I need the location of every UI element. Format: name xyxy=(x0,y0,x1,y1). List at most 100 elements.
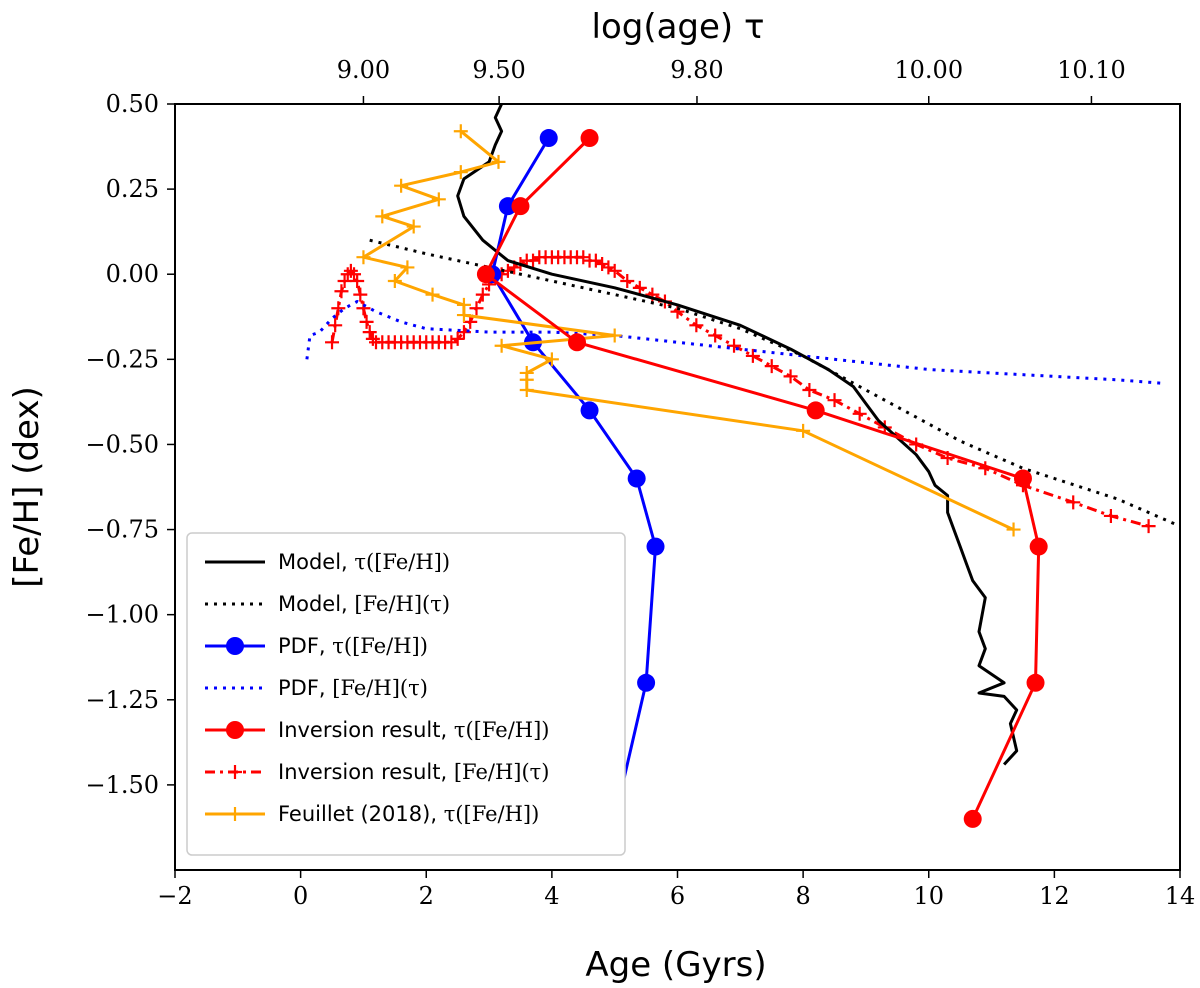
series-5 xyxy=(325,250,1156,534)
data-point xyxy=(1013,469,1032,488)
data-point xyxy=(453,165,468,180)
data-point xyxy=(362,325,377,340)
data-point xyxy=(356,250,371,265)
data-point xyxy=(708,328,723,343)
data-point xyxy=(491,154,506,169)
data-point xyxy=(519,382,534,397)
data-point xyxy=(444,335,459,350)
data-point xyxy=(637,673,656,692)
x-tick-label: 0 xyxy=(293,882,308,910)
data-point xyxy=(365,331,380,346)
x-axis-title: Age (Gyrs) xyxy=(585,945,766,985)
y-axis-ticks: 0.50 0.25 0.00 −0.25 −0.50 −0.75 −1.00 −1.25 −1.… xyxy=(85,90,175,799)
data-point xyxy=(595,257,610,272)
data-point xyxy=(806,401,825,420)
data-point xyxy=(328,318,343,333)
x-tick-label: 14 xyxy=(1165,882,1196,910)
data-point xyxy=(1141,519,1156,534)
x-axis-ticks: −2 0 2 4 6 8 10 12 14 xyxy=(157,870,1195,910)
data-point xyxy=(620,274,635,289)
legend: Model, τ([Fe/H])Model, [Fe/H](τ)PDF, τ([… xyxy=(186,532,626,856)
data-point xyxy=(1006,522,1021,537)
data-point xyxy=(394,178,409,193)
data-point xyxy=(544,352,559,367)
legend-label: Model, [Fe/H](τ) xyxy=(278,592,450,616)
data-point xyxy=(1066,495,1081,510)
series-line xyxy=(305,300,1162,385)
top-axis-title: log(age) τ xyxy=(592,7,765,47)
data-point xyxy=(337,274,352,289)
data-point xyxy=(476,265,495,284)
y-tick-label: −0.25 xyxy=(85,345,159,373)
y-tick-label: −0.75 xyxy=(85,516,159,544)
data-point xyxy=(796,423,811,438)
data-point xyxy=(511,197,530,216)
x-tick-label: 4 xyxy=(544,882,559,910)
series-3 xyxy=(305,300,1162,385)
legend-label: Feuillet (2018), τ([Fe/H]) xyxy=(278,802,539,826)
data-point xyxy=(783,369,798,384)
data-point xyxy=(469,301,484,316)
y-tick-label: −1.50 xyxy=(85,771,159,799)
y-tick-label: 0.00 xyxy=(106,260,159,288)
legend-label-text: Model, xyxy=(278,550,354,574)
legend-label-math: τ([Fe/H]) xyxy=(354,550,450,574)
y-tick-label: −1.00 xyxy=(85,601,159,629)
data-point xyxy=(400,260,415,275)
data-point xyxy=(431,192,446,207)
data-point xyxy=(588,253,603,268)
top-tick-label: 10.10 xyxy=(1057,56,1126,84)
legend-label-text: PDF, xyxy=(278,634,332,658)
data-point xyxy=(802,382,817,397)
data-point xyxy=(627,469,646,488)
data-point xyxy=(375,209,390,224)
data-point xyxy=(356,301,371,316)
y-tick-label: 0.50 xyxy=(106,90,159,118)
data-point xyxy=(580,401,599,420)
data-point xyxy=(745,348,760,363)
top-tick-label: 9.50 xyxy=(472,56,525,84)
top-tick-label: 9.00 xyxy=(337,56,390,84)
series-0 xyxy=(456,104,1019,766)
data-point xyxy=(963,809,982,828)
series-2 xyxy=(483,129,665,828)
data-point xyxy=(406,219,421,234)
x-tick-label: 6 xyxy=(670,882,685,910)
top-axis-ticks: 9.00 9.50 9.80 10.00 10.10 xyxy=(337,56,1126,104)
data-point xyxy=(852,406,867,421)
data-point xyxy=(498,197,517,216)
x-tick-label: 10 xyxy=(913,882,944,910)
data-point xyxy=(727,338,742,353)
legend-label: Model, τ([Fe/H]) xyxy=(278,550,450,574)
legend-marker xyxy=(226,637,244,655)
data-point xyxy=(475,287,490,302)
legend-label-text: Inversion result, xyxy=(278,760,454,784)
plot-area xyxy=(305,104,1180,828)
legend-label-math: τ([Fe/H]) xyxy=(454,718,550,742)
y-tick-label: 0.25 xyxy=(106,175,159,203)
data-point xyxy=(1029,537,1048,556)
data-point xyxy=(539,129,558,148)
data-point xyxy=(526,253,541,268)
y-tick-label: −0.50 xyxy=(85,430,159,458)
data-point xyxy=(689,318,704,333)
data-point xyxy=(387,274,402,289)
data-point xyxy=(353,287,368,302)
legend-label: PDF, τ([Fe/H]) xyxy=(278,634,428,658)
legend-label-math: [Fe/H](τ) xyxy=(354,592,450,616)
legend-label: Inversion result, τ([Fe/H]) xyxy=(278,718,550,742)
data-point xyxy=(670,304,685,319)
legend-label-math: [Fe/H](τ) xyxy=(332,676,428,700)
data-point xyxy=(494,338,509,353)
data-point xyxy=(632,280,647,295)
legend-label-math: τ([Fe/H]) xyxy=(332,634,428,658)
legend-marker xyxy=(228,765,242,779)
data-point xyxy=(456,308,471,323)
data-point xyxy=(359,314,374,329)
series-6 xyxy=(356,124,1021,537)
data-point xyxy=(576,250,591,265)
data-point xyxy=(350,274,365,289)
data-point xyxy=(764,359,779,374)
data-point xyxy=(450,331,465,346)
x-tick-label: −2 xyxy=(157,882,192,910)
